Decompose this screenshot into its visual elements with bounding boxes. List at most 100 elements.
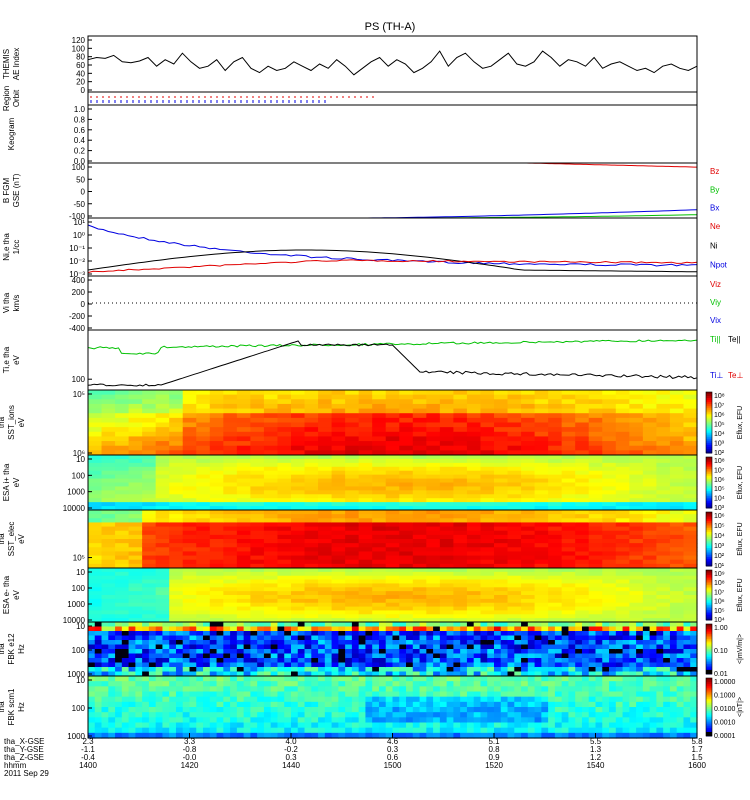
colorbar-tick-label: 10⁴ [714, 431, 725, 438]
spectrogram-cell [466, 658, 475, 664]
spectrogram-cell [426, 686, 434, 693]
spectrogram-cell [128, 614, 143, 619]
spectrogram-cell [155, 478, 170, 484]
spectrogram-cell [155, 676, 164, 682]
spectrogram-cell [669, 622, 678, 628]
spectrogram-cell [196, 506, 211, 511]
spectrogram-cell [142, 486, 157, 491]
spectrogram-cell [446, 635, 454, 641]
colorbar-frame [705, 511, 713, 567]
spectrogram-cell [223, 696, 231, 703]
colorbar-swatch [706, 627, 712, 630]
spectrogram-cell [514, 640, 522, 646]
spectrogram-cell [88, 571, 103, 577]
spectrogram-cell [223, 431, 238, 438]
spectrogram-cell [561, 626, 570, 632]
spectrogram-cell [378, 644, 387, 650]
spectrogram-cell [108, 626, 116, 632]
spectrogram-cell [345, 445, 360, 451]
spectrogram-cell [385, 662, 394, 668]
spectrogram-cell [399, 598, 414, 604]
spectrogram-cell [656, 640, 664, 646]
spectrogram-cell [683, 422, 698, 428]
spectrogram-cell [223, 691, 231, 698]
spectrogram-cell [521, 551, 536, 557]
spectrogram-cell [378, 667, 387, 673]
spectrogram-cell [101, 602, 116, 608]
spectrogram-cell [534, 595, 549, 600]
spectrogram-cell [270, 662, 279, 668]
spectrogram-cell [561, 686, 570, 693]
spectrogram-cell [250, 427, 265, 433]
spectrogram-cell [412, 478, 427, 484]
spectrogram-cell [602, 543, 617, 548]
spectrogram-cell [683, 462, 698, 468]
spectrogram-cell [446, 640, 454, 646]
spectrogram-cell [588, 450, 603, 456]
spectrogram-cell [372, 640, 380, 646]
colorbar-swatch [706, 606, 712, 609]
spectrogram-cell [291, 598, 306, 604]
spectrogram-cell [480, 595, 495, 600]
spectrogram-cell [108, 701, 116, 708]
spectrogram-cell [203, 631, 211, 637]
spectrogram-cell [358, 413, 373, 419]
spectrogram-cell [311, 635, 319, 641]
spectrogram-cell [155, 455, 170, 460]
spectrogram-cell [595, 712, 603, 718]
spectrogram-cell [345, 394, 360, 400]
spectrogram-cell [372, 563, 387, 569]
spectrogram-cell [358, 417, 373, 424]
spectrogram-cell [480, 510, 495, 515]
spectrogram-cell [453, 408, 468, 414]
spectrogram-cell [311, 631, 319, 637]
spectrogram-cell [101, 635, 109, 641]
spectrogram-cell [148, 701, 157, 708]
spectrogram-cell [155, 671, 164, 677]
spectrogram-cell [399, 701, 407, 708]
spectrogram-cell [277, 635, 285, 641]
spectrogram-cell [358, 671, 367, 677]
spectrogram-cell [311, 707, 319, 713]
colorbar-swatch [706, 645, 712, 648]
spectrogram-cell [466, 559, 482, 565]
spectrogram-cell [642, 494, 657, 499]
spectrogram-cell [494, 514, 509, 519]
spectrogram-cell [527, 635, 536, 641]
spectrogram-cell [609, 712, 617, 718]
spectrogram-cell [169, 455, 184, 460]
spectrogram-cell [250, 486, 265, 491]
spectrogram-cell [642, 649, 651, 655]
spectrogram-cell [101, 450, 116, 456]
spectrogram-cell [581, 691, 590, 698]
spectrogram-cell [588, 422, 603, 428]
spectrogram-cell [88, 417, 103, 424]
spectrogram-cell [351, 707, 360, 713]
colorbar-swatch [706, 463, 712, 466]
spectrogram-cell [162, 635, 170, 641]
colorbar-swatch [706, 583, 712, 586]
spectrogram-cell [453, 510, 468, 515]
spectrogram-cell [121, 631, 130, 637]
y-tick-label: 10⁰ [73, 231, 85, 240]
spectrogram-cell [263, 563, 279, 569]
spectrogram-cell [412, 717, 421, 724]
spectrogram-cell [534, 547, 549, 553]
spectrogram-cell [331, 466, 346, 472]
spectrogram-cell [575, 474, 590, 480]
spectrogram-cell [575, 618, 590, 623]
spectrogram-cell [101, 598, 116, 604]
spectrogram-cell [372, 417, 387, 424]
spectrogram-cell [94, 671, 103, 677]
spectrogram-cell [588, 462, 603, 468]
spectrogram-cell [101, 502, 116, 507]
spectrogram-cell [142, 450, 157, 456]
spectrogram-cell [331, 543, 346, 548]
spectrogram-cell [629, 417, 644, 424]
spectrogram-cell [676, 667, 685, 673]
spectrogram-cell [629, 470, 644, 476]
spectrogram-cell [568, 653, 576, 659]
spectrogram-cell [615, 403, 630, 410]
y-tick-label: 80 [76, 53, 85, 62]
spectrogram-cell [534, 686, 542, 693]
